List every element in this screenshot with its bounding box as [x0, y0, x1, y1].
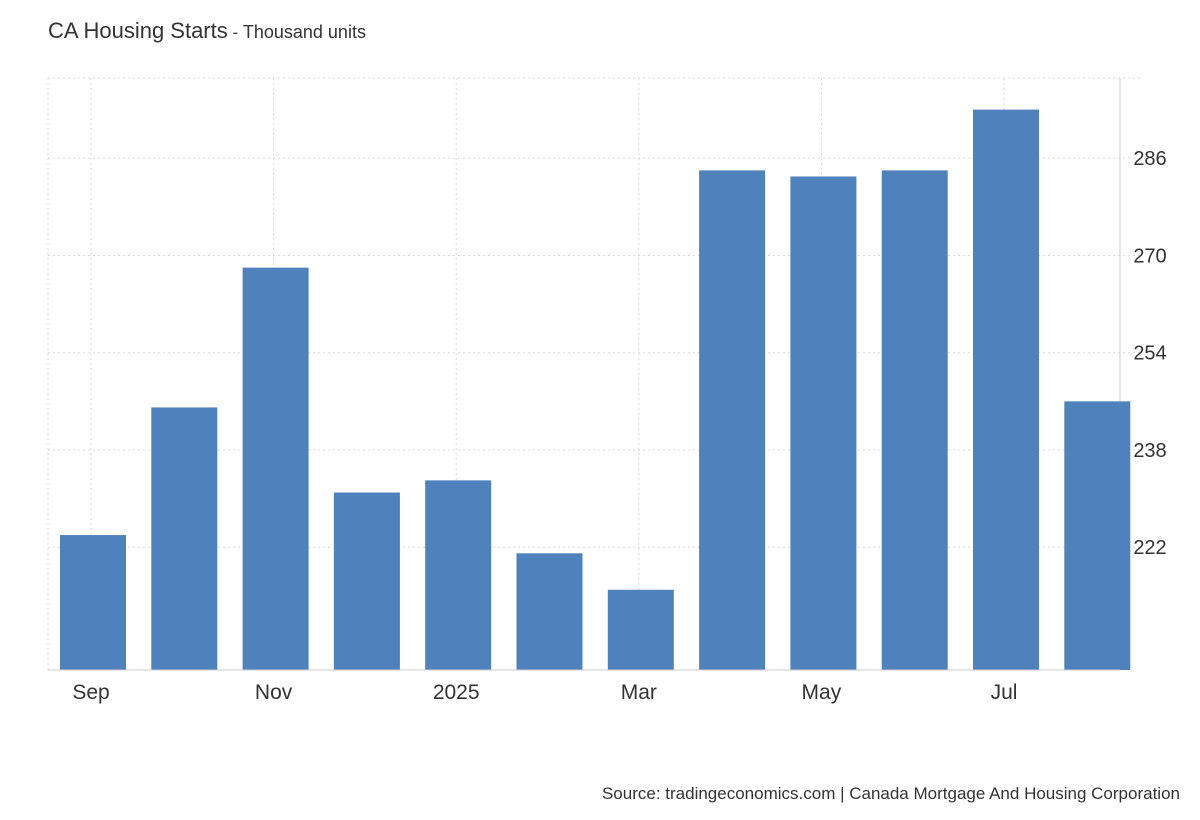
bar-may-2025[interactable]: [790, 176, 857, 671]
bar-aug-2025[interactable]: [1064, 401, 1131, 670]
x-tick-label: 2025: [433, 681, 480, 704]
title-separator: -: [227, 23, 243, 42]
bar-sep-2024[interactable]: [60, 535, 126, 670]
y-tick-label: 254: [1133, 343, 1166, 365]
bar-jun-2025[interactable]: [881, 170, 948, 670]
chart-subtitle: Thousand units: [242, 22, 366, 42]
bar-jan-2025[interactable]: [425, 480, 492, 670]
bar-dec-2024[interactable]: [333, 492, 400, 670]
chart-title-line: CA Housing Starts - Thousand units: [48, 18, 366, 44]
y-tick-label: 222: [1133, 537, 1166, 559]
bar-oct-2024[interactable]: [151, 407, 218, 670]
bar-layer: [60, 109, 1131, 671]
source-credit: Source: tradingeconomics.com | Canada Mo…: [601, 784, 1180, 803]
x-tick-label: May: [802, 681, 842, 704]
bar-feb-2025[interactable]: [516, 553, 583, 670]
bar-mar-2025[interactable]: [607, 589, 674, 670]
bar-jul-2025[interactable]: [973, 109, 1039, 670]
axis-layer: 222 238 254 270 286 Sep Nov 2025 Mar May Jul: [48, 148, 1167, 704]
x-tick-label: Mar: [621, 681, 657, 704]
y-tick-label: 270: [1133, 245, 1166, 267]
chart-title: CA Housing Starts: [48, 18, 228, 43]
y-tick-label: 238: [1133, 440, 1166, 462]
x-tick-label: Nov: [255, 681, 293, 704]
bar-nov-2024[interactable]: [242, 267, 309, 670]
x-tick-label: Jul: [991, 681, 1018, 704]
y-tick-label: 286: [1133, 148, 1166, 170]
bar-apr-2025[interactable]: [699, 170, 766, 670]
x-tick-label: Sep: [72, 681, 109, 704]
